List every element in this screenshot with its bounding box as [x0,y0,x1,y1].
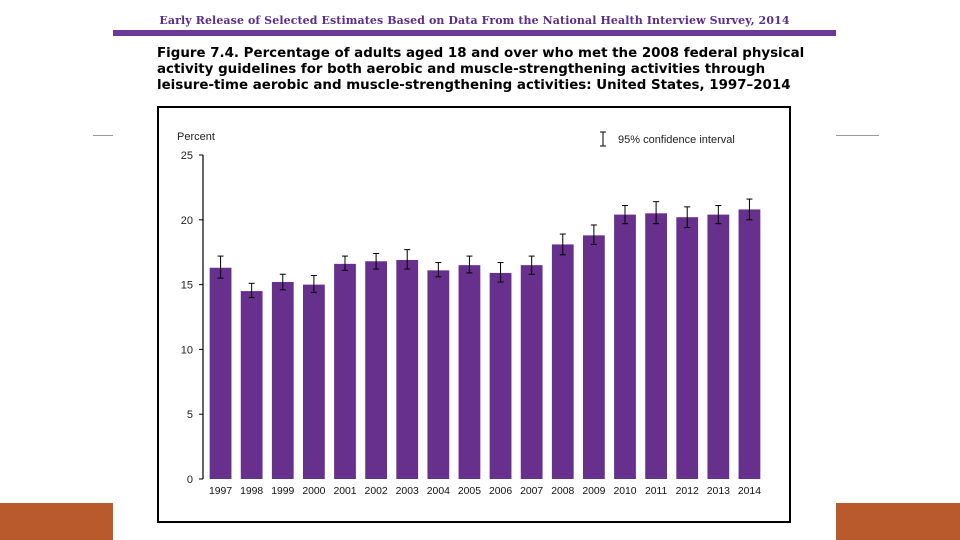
x-tick-label: 2007 [520,486,543,497]
x-tick-label: 1998 [240,486,263,497]
y-tick-label: 10 [181,344,193,356]
x-tick-label: 2011 [645,486,668,497]
x-tick-label: 2003 [396,486,419,497]
report-page: Early Release of Selected Estimates Base… [113,0,836,540]
bar [209,267,232,479]
bar [489,272,512,479]
bar [738,209,761,479]
y-tick-label: 20 [181,215,193,227]
y-tick-label: 5 [187,409,193,421]
bar [520,265,543,479]
x-tick-label: 2004 [427,486,450,497]
bar [676,217,699,479]
x-tick-label: 1999 [271,486,294,497]
x-tick-label: 2005 [458,486,481,497]
x-tick-label: 2009 [582,486,605,497]
y-tick-label: 0 [187,474,193,486]
slide-accent-bar-left [0,503,113,540]
bar [334,263,356,479]
x-tick-label: 1997 [209,486,232,497]
bar [303,284,325,479]
legend-label: 95% confidence interval [618,134,735,146]
figure-title: Figure 7.4. Percentage of adults aged 18… [157,46,805,93]
x-tick-label: 2000 [302,486,325,497]
slide-rule-right [836,135,879,136]
bar [458,265,481,479]
x-tick-label: 2001 [333,486,356,497]
slide-accent-bar-right [836,503,960,540]
publication-header: Early Release of Selected Estimates Base… [159,14,790,27]
x-tick-label: 2008 [551,486,574,497]
y-axis-label: Percent [177,131,215,143]
bar [583,235,605,479]
bar [614,214,636,479]
x-tick-label: 2010 [613,486,636,497]
bar [707,214,730,479]
chart-frame: Percent 95% confidence interval 0 5 10 15 20… [157,106,791,523]
x-tick-label: 2014 [738,486,761,497]
bar [645,213,667,479]
header-rule [113,30,836,36]
x-tick-label: 2002 [365,486,388,497]
bar [396,259,419,479]
x-tick-label: 2006 [489,486,512,497]
bar [240,291,263,479]
y-tick-label: 15 [181,280,193,292]
bar [427,270,450,479]
x-tick-label: 2012 [676,486,699,497]
slide-rule-left [93,135,113,136]
y-tick-label: 25 [181,150,193,162]
x-tick-label: 2013 [707,486,730,497]
bar [271,282,294,479]
bar [551,244,574,479]
bar-chart: Percent 95% confidence interval 0 5 10 15 20… [177,131,761,497]
bar [365,261,387,479]
